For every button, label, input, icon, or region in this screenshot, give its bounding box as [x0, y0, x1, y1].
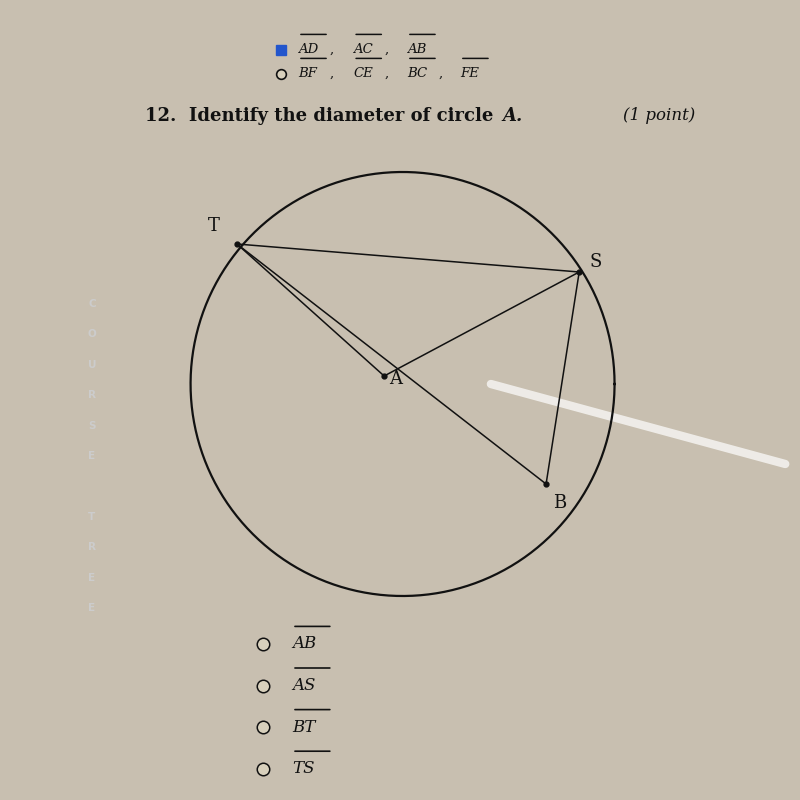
Text: AB: AB: [407, 43, 426, 56]
Text: (1 point): (1 point): [623, 107, 696, 125]
Text: AC: AC: [354, 43, 373, 56]
Text: ,: ,: [385, 43, 389, 56]
Text: E: E: [89, 573, 95, 582]
Text: BC: BC: [407, 67, 427, 80]
Text: AB: AB: [292, 635, 317, 653]
Text: E: E: [89, 603, 95, 613]
Text: C: C: [88, 299, 96, 309]
Text: R: R: [88, 542, 96, 552]
Text: ,: ,: [330, 43, 334, 56]
Text: ,: ,: [385, 67, 389, 80]
Text: E: E: [89, 451, 95, 461]
Text: AS: AS: [292, 677, 315, 694]
Text: S: S: [88, 421, 96, 430]
Text: ,: ,: [438, 67, 442, 80]
Text: A: A: [390, 370, 402, 388]
Text: CE: CE: [354, 67, 373, 80]
Text: TS: TS: [292, 760, 314, 778]
Text: BF: BF: [298, 67, 317, 80]
Text: A.: A.: [502, 107, 523, 125]
Text: ,: ,: [330, 67, 334, 80]
Text: AD: AD: [298, 43, 318, 56]
Text: U: U: [88, 360, 96, 370]
Text: BT: BT: [292, 718, 315, 736]
Text: T: T: [207, 218, 219, 235]
Text: R: R: [88, 390, 96, 400]
Text: O: O: [87, 330, 96, 339]
Text: 12.  Identify the diameter of circle: 12. Identify the diameter of circle: [145, 107, 499, 125]
Text: S: S: [590, 254, 602, 271]
Text: B: B: [553, 494, 566, 512]
Text: T: T: [88, 512, 95, 522]
Text: FE: FE: [460, 67, 479, 80]
